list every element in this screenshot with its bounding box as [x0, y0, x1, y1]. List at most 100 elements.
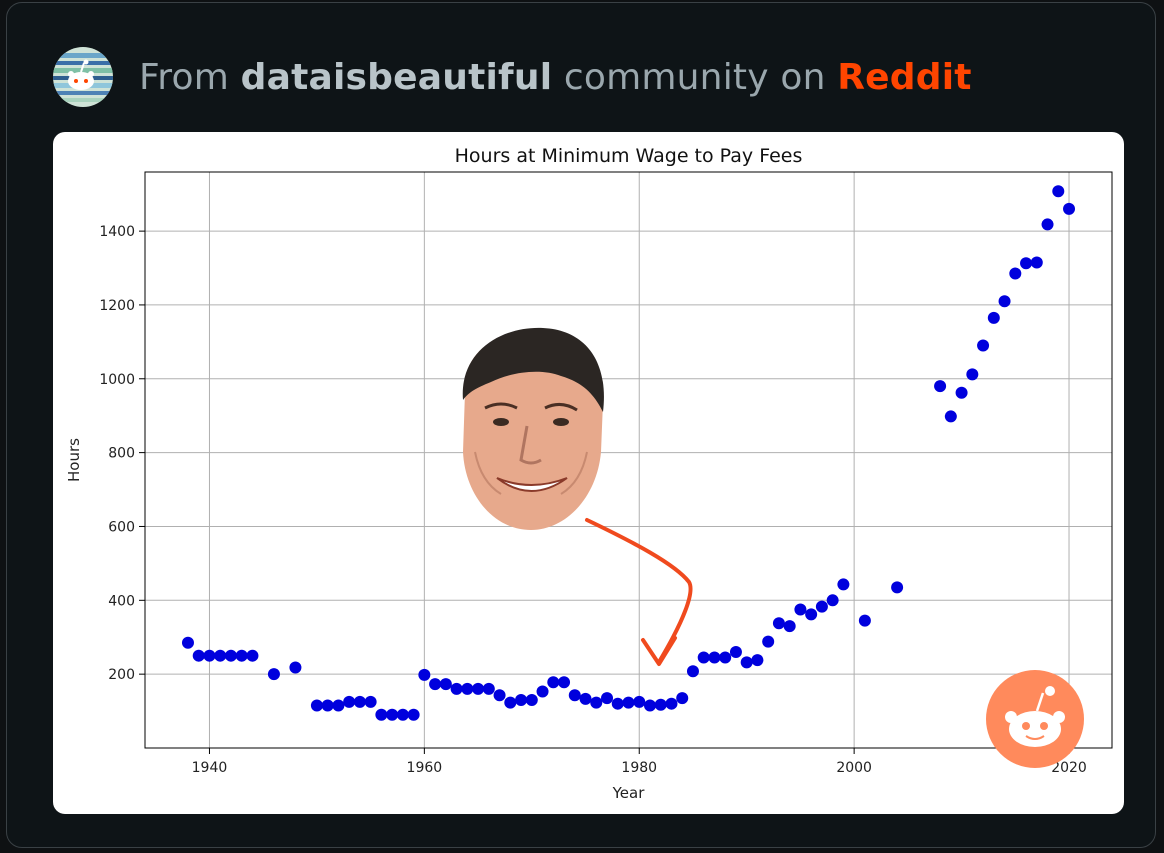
data-point [987, 311, 1000, 324]
y-tick-label: 1200 [99, 298, 135, 314]
data-point [934, 380, 947, 393]
y-tick-label: 600 [108, 519, 135, 535]
data-point [515, 694, 528, 706]
politician-face-sticker [462, 327, 604, 530]
data-point [439, 678, 452, 691]
data-point [794, 603, 807, 616]
data-point [568, 689, 581, 702]
data-point [740, 656, 753, 669]
data-point [1009, 267, 1022, 280]
data-point [611, 697, 624, 710]
data-point [482, 682, 495, 695]
data-point [375, 708, 388, 721]
data-point [181, 636, 194, 649]
x-tick-label: 2020 [1051, 760, 1087, 776]
data-point [504, 696, 517, 709]
community-avatar[interactable] [53, 47, 113, 107]
data-point [805, 608, 818, 621]
y-tick-label: 1000 [99, 372, 135, 388]
reddit-logo-icon [986, 670, 1084, 768]
data-point [1020, 257, 1033, 270]
embed-frame: From dataisbeautiful community on Reddit… [6, 2, 1156, 848]
x-tick-label: 2000 [836, 760, 872, 776]
data-point [815, 600, 828, 613]
embed-source-text: From dataisbeautiful community on Reddit [139, 57, 972, 98]
hand-drawn-arrow [585, 518, 693, 666]
data-point [386, 708, 399, 721]
data-point [944, 410, 957, 423]
data-point [224, 649, 237, 662]
data-point [579, 692, 592, 705]
x-axis-label: Year [612, 784, 646, 802]
data-point [493, 689, 506, 702]
data-point [547, 676, 560, 689]
data-point [729, 646, 742, 658]
y-tick-label: 400 [108, 593, 135, 609]
x-tick-label: 1980 [621, 760, 657, 776]
x-tick-label: 1940 [192, 760, 228, 776]
data-point [858, 614, 871, 627]
post-image-card[interactable]: 1940 1960 1980 2000 2020 200 400 600 800 1000 1200… [53, 132, 1124, 814]
data-point [837, 578, 850, 591]
embed-header: From dataisbeautiful community on Reddit [53, 45, 972, 109]
data-point [429, 678, 442, 691]
data-point [977, 339, 990, 352]
data-point [267, 668, 280, 681]
data-point [686, 665, 699, 678]
data-point [772, 617, 785, 630]
data-point [525, 694, 538, 706]
data-point [719, 651, 732, 664]
data-point [246, 649, 259, 662]
data-point [826, 594, 839, 607]
data-point [762, 635, 775, 648]
community-name[interactable]: dataisbeautiful [240, 56, 553, 98]
data-point [472, 682, 485, 695]
data-point [1030, 256, 1043, 269]
data-point [697, 651, 710, 664]
data-point [343, 695, 356, 708]
data-point [643, 699, 656, 712]
data-point [364, 695, 377, 708]
plot-area-frame [144, 171, 1113, 749]
community-avatar-icon [53, 47, 113, 107]
y-tick-label: 200 [108, 667, 135, 683]
y-tick-label: 1400 [99, 224, 135, 240]
data-point [396, 708, 409, 721]
x-tick-label: 1960 [407, 760, 443, 776]
data-point [708, 651, 721, 664]
data-point [783, 620, 796, 633]
data-point [461, 682, 474, 695]
data-point [407, 708, 420, 721]
data-point [235, 649, 248, 662]
data-point [1041, 218, 1054, 231]
data-point [418, 668, 431, 681]
data-point [332, 699, 345, 712]
data-point [321, 699, 334, 712]
header-middle: community on [552, 56, 838, 98]
data-point [601, 692, 614, 705]
data-point [654, 698, 667, 711]
y-axis-label: Hours [65, 438, 83, 482]
chart-title: Hours at Minimum Wage to Pay Fees [455, 145, 803, 167]
data-point [966, 368, 979, 381]
data-point [289, 661, 302, 674]
data-point [214, 649, 227, 662]
data-point [310, 699, 323, 712]
data-point [192, 649, 205, 662]
data-point [665, 697, 678, 710]
data-point [676, 692, 689, 705]
data-point [558, 676, 571, 689]
data-point [622, 696, 635, 709]
data-point [450, 682, 463, 695]
reddit-brand[interactable]: Reddit [837, 56, 972, 98]
data-point [633, 695, 646, 708]
data-point [891, 581, 904, 594]
data-point [1063, 202, 1076, 215]
data-point [353, 695, 366, 708]
scatter-chart: 1940 1960 1980 2000 2020 200 400 600 800 1000 1200… [65, 145, 1113, 802]
data-point [536, 685, 549, 698]
header-prefix: From [139, 56, 241, 98]
data-point [998, 295, 1011, 308]
data-point [203, 649, 216, 662]
data-point [955, 386, 968, 399]
